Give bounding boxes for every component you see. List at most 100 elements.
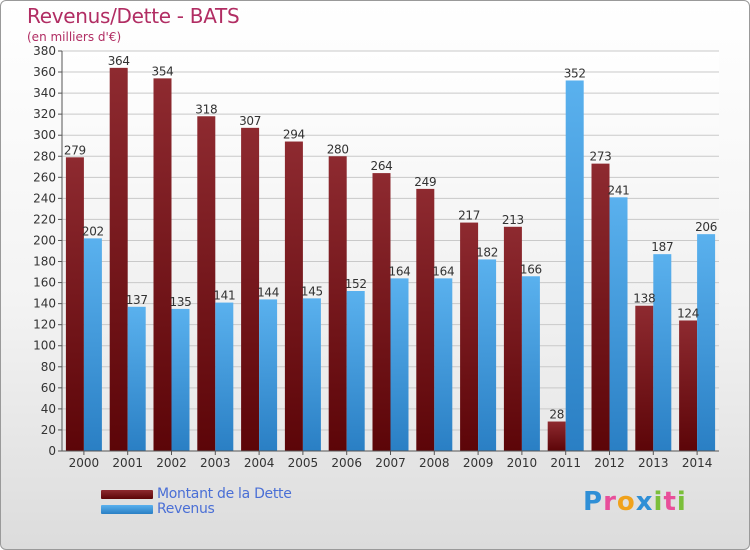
y-tick-label: 140 [33,297,56,311]
data-label: 364 [108,54,130,68]
y-tick-label: 200 [33,233,56,247]
bar-dette [328,156,347,451]
x-tick-label: 2005 [288,456,319,470]
bar-dette [547,421,566,451]
y-tick-label: 60 [41,381,56,395]
logo-letter: t [663,487,677,517]
data-labels: 279 202 364 137 354 135 318 141 307 144 294 145 280 1… [64,54,718,422]
bar-dette [679,320,698,451]
y-tick-label: 0 [48,444,56,458]
bar-dette [372,173,391,451]
bar-dette [109,67,128,451]
legend-swatch-revenus [101,505,153,514]
x-tick-label: 2001 [112,456,143,470]
data-label: 145 [301,284,323,298]
proxiti-logo: Proxiti [583,487,687,517]
data-label: 138 [633,292,655,306]
chart-subtitle: (en milliers d'€) [27,30,122,44]
x-tick-label: 2000 [69,456,100,470]
data-label: 141 [213,289,235,303]
bar-dette [284,141,303,452]
y-tick-label: 40 [41,402,56,416]
y-tick-label: 240 [33,191,56,205]
data-label: 318 [195,102,217,116]
data-label: 249 [414,175,436,189]
data-label: 354 [151,64,173,78]
logo-letter: x [635,487,654,517]
data-label: 217 [458,209,480,223]
bar-dette [503,226,522,451]
bar-revenus [478,259,497,451]
logo-letter: i [653,487,664,517]
x-tick-label: 2014 [682,456,713,470]
data-label: 241 [607,183,629,197]
bar-revenus [653,254,672,451]
data-label: 135 [169,295,191,309]
x-tick-label: 2010 [507,456,538,470]
bar-revenus [521,276,540,451]
data-label: 28 [549,408,564,422]
y-tick-label: 100 [33,339,56,353]
logo-letter: r [603,487,617,517]
data-label: 144 [257,285,279,299]
data-label: 164 [388,264,410,278]
bar-revenus [390,278,409,451]
data-label: 137 [126,293,148,307]
x-tick-label: 2003 [200,456,231,470]
bar-dette [153,78,172,452]
legend-swatch-dette [101,490,153,499]
bar-revenus [346,291,365,451]
bar-revenus [434,278,453,451]
data-label: 166 [520,262,542,276]
data-label: 264 [370,159,392,173]
y-tick-label: 160 [33,276,56,290]
data-label: 213 [502,213,524,227]
legend-label-dette: Montant de la Dette [157,486,292,502]
data-label: 273 [589,150,611,164]
logo-letter: i [676,487,687,517]
data-label: 164 [432,264,454,278]
data-label: 124 [677,306,699,320]
bar-dette [65,157,84,451]
data-label: 352 [564,66,586,80]
bar-revenus [171,308,190,451]
y-tick-label: 320 [33,107,56,121]
bar-revenus [697,234,716,451]
bar-dette [416,188,435,452]
data-label: 202 [82,224,104,238]
data-label: 182 [476,245,498,259]
bar-dette [241,127,260,451]
bar-revenus [215,302,234,451]
x-tick-label: 2006 [331,456,362,470]
y-tick-label: 280 [33,149,56,163]
y-tick-label: 380 [33,44,56,58]
bar-dette [591,163,610,451]
logo-letter: o [616,487,636,517]
data-label: 294 [283,128,305,142]
bar-dette [635,305,654,451]
y-tick-label: 360 [33,65,56,79]
x-tick-label: 2012 [594,456,625,470]
y-tick-label: 120 [33,318,56,332]
axes: 0 20 40 60 80 100 120 140 160 180 200 220 240 260 280 3… [33,44,719,470]
x-tick-label: 2008 [419,456,450,470]
y-tick-label: 300 [33,128,56,142]
data-label: 187 [651,240,673,254]
data-label: 206 [695,220,717,234]
bar-revenus [302,298,321,451]
bar-revenus [565,80,584,451]
x-tick-label: 2013 [638,456,669,470]
y-tick-label: 80 [41,360,56,374]
x-tick-label: 2009 [463,456,494,470]
y-tick-label: 180 [33,255,56,269]
data-label: 279 [64,143,86,157]
x-tick-label: 2007 [375,456,406,470]
bar-revenus [127,306,146,451]
y-tick-label: 340 [33,86,56,100]
chart-title: Revenus/Dette - BATS [27,4,240,28]
data-label: 307 [239,114,261,128]
data-label: 280 [327,142,349,156]
y-tick-label: 220 [33,212,56,226]
